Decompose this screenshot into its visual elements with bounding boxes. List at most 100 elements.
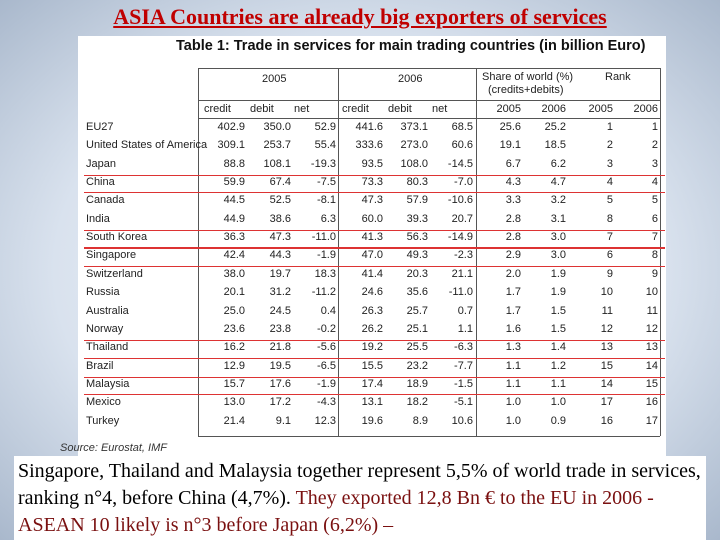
country-name: Mexico [86, 396, 121, 409]
table-cell: 44.9 [223, 212, 245, 225]
table-cell: 26.3 [361, 304, 383, 317]
table-cell: 11 [646, 304, 658, 317]
table-cell: 49.3 [406, 249, 428, 262]
table-cell: 9 [651, 267, 658, 280]
table-cell: 10 [600, 286, 613, 299]
table-cell: -11.0 [311, 231, 336, 244]
table-border [476, 68, 477, 436]
table-cell: 17.4 [361, 377, 383, 390]
highlight-line [84, 248, 665, 250]
table-cell: -5.6 [317, 341, 336, 354]
highlight-line [84, 230, 665, 232]
table-cell: 3.1 [550, 212, 566, 225]
country-name: Russia [86, 286, 120, 299]
table-cell: 18.2 [406, 396, 428, 409]
table-cell: -2.3 [454, 249, 473, 262]
table-cell: 17 [600, 396, 613, 409]
table-cell: 39.3 [406, 212, 428, 225]
table-border [198, 68, 660, 69]
table-cell: 0.7 [457, 304, 473, 317]
table-cell: 13.1 [361, 396, 383, 409]
country-name: Canada [86, 194, 125, 207]
table-cell: 3 [651, 157, 658, 170]
highlight-line [84, 175, 665, 177]
table-cell: 8 [606, 212, 613, 225]
table-cell: 3.2 [550, 194, 566, 207]
group-header: Share of world (%) [482, 71, 574, 83]
table-cell: 23.8 [269, 322, 291, 335]
table-cell: 1.9 [550, 286, 566, 299]
highlight-line [84, 340, 665, 342]
country-name: EU27 [86, 121, 114, 133]
country-name: Thailand [86, 341, 129, 354]
table-cell: 38.0 [223, 267, 245, 280]
table-border [198, 118, 660, 119]
table-border [198, 100, 660, 101]
country-name: Turkey [86, 414, 120, 427]
table-cell: 2 [606, 139, 613, 152]
table-cell: 13.0 [223, 396, 245, 409]
table-cell: 20.1 [223, 286, 245, 299]
table-cell: 8 [651, 249, 658, 262]
table-cell: 3 [606, 157, 613, 170]
table-cell: 9.1 [275, 414, 291, 427]
table-cell: 2.8 [505, 212, 521, 225]
table-cell: 19.7 [269, 267, 291, 280]
table-cell: -11.2 [311, 286, 336, 299]
country-name: Australia [86, 304, 129, 317]
table-cell: 253.7 [263, 139, 291, 152]
table-cell: 31.2 [269, 286, 291, 299]
table-cell: 1.3 [505, 341, 521, 354]
table-cell: 42.4 [223, 249, 245, 262]
table-cell: 93.5 [361, 157, 383, 170]
table-cell: 20.3 [406, 267, 428, 280]
table-cell: 1.7 [505, 304, 521, 317]
table-cell: 6.2 [550, 157, 566, 170]
sub-header: 2005 [496, 103, 521, 115]
table-cell: 1 [606, 121, 613, 133]
country-name: Singapore [86, 249, 137, 262]
table-cell: 1.0 [550, 396, 566, 409]
table-cell: 3.0 [550, 231, 566, 244]
table-cell: -8.1 [317, 194, 336, 207]
table-cell: -4.3 [317, 396, 336, 409]
table-cell: 14 [645, 359, 658, 372]
table-cell: 35.6 [406, 286, 428, 299]
table-cell: 12 [600, 322, 613, 335]
highlight-line [84, 192, 665, 194]
table-cell: 21.1 [451, 267, 473, 280]
table-cell: 1 [651, 121, 658, 133]
table-cell: 52.9 [314, 121, 336, 133]
table-cell: 15.5 [361, 359, 383, 372]
table-cell: -1.9 [317, 249, 336, 262]
table-cell: 59.9 [223, 176, 245, 189]
country-name: Brazil [86, 359, 114, 372]
group-header: 2006 [398, 73, 423, 85]
highlight-line [84, 357, 665, 359]
slide-title: ASIA Countries are already big exporters… [113, 4, 607, 29]
table-cell: 47.3 [269, 231, 291, 244]
table-cell: 7 [606, 231, 613, 244]
sub-header: net [294, 103, 310, 115]
table-sheet: Table 1: Trade in services for main trad… [60, 36, 666, 456]
table-cell: 23.2 [406, 359, 428, 372]
table-cell: 1.1 [505, 377, 521, 390]
table-cell: 21.8 [269, 341, 291, 354]
highlight-line [84, 376, 665, 378]
table-cell: 12.9 [223, 359, 245, 372]
table-cell: 6 [606, 249, 613, 262]
table-cell: 1.1 [550, 377, 566, 390]
table-cell: 17 [645, 414, 658, 427]
country-name: Japan [86, 157, 116, 170]
table-cell: 9 [606, 267, 613, 280]
table-source: Source: Eurostat, IMF [60, 442, 167, 454]
table-cell: 1.9 [550, 267, 566, 280]
table-border [198, 68, 199, 436]
table-cell: -14.9 [447, 231, 473, 244]
table-cell: 14 [600, 377, 613, 390]
table-cell: -0.2 [317, 322, 336, 335]
table-cell: 2.8 [505, 231, 521, 244]
table-cell: 19.5 [269, 359, 291, 372]
table-cell: -7.5 [317, 176, 336, 189]
table-cell: 108.0 [400, 157, 428, 170]
